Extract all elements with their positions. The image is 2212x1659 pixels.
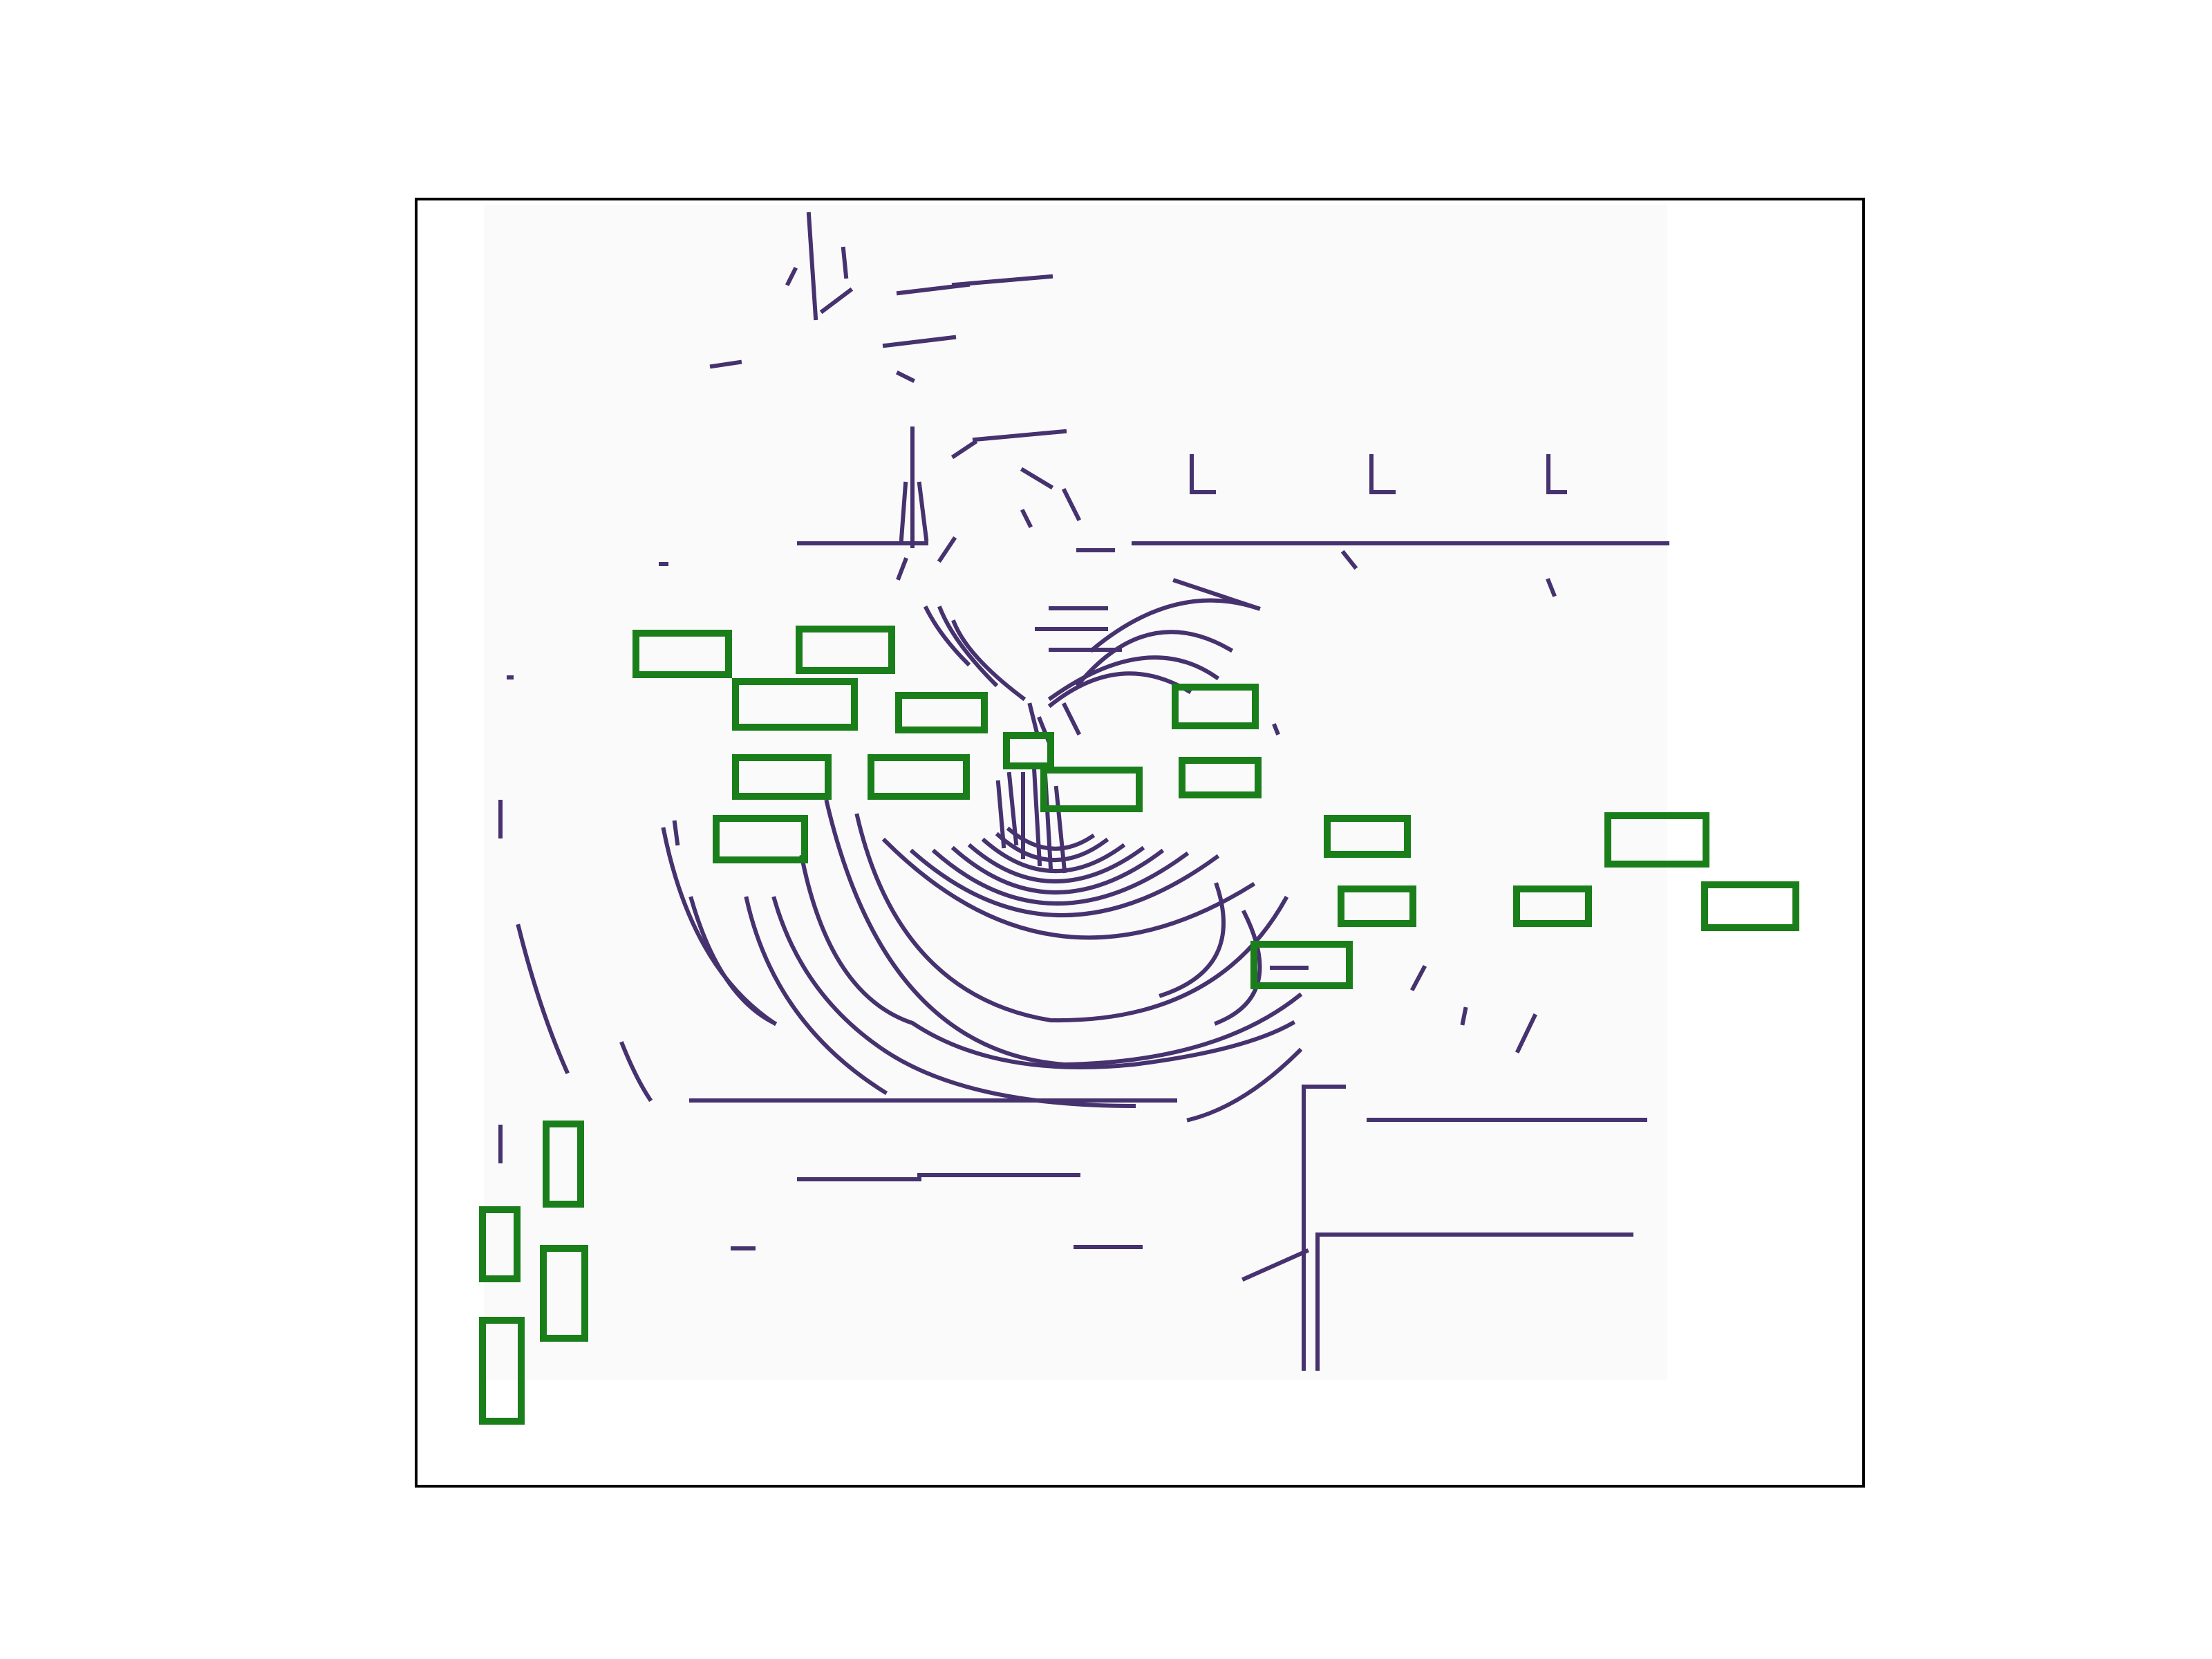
- detection-box: [1701, 881, 1799, 931]
- detection-box: [713, 815, 808, 863]
- detection-box: [1179, 757, 1262, 798]
- detection-box: [543, 1121, 584, 1208]
- detection-box: [1003, 732, 1054, 769]
- detection-boxes: [479, 626, 1799, 1425]
- detection-box: [1338, 885, 1416, 927]
- plot-frame: [415, 198, 1865, 1488]
- detection-box: [632, 630, 732, 678]
- detection-box: [1040, 767, 1143, 812]
- detection-box: [1513, 885, 1592, 927]
- detection-box: [1324, 815, 1411, 858]
- detection-box: [732, 678, 858, 731]
- detection-box: [1250, 941, 1353, 989]
- lidar-point-cloud: [498, 212, 1669, 1371]
- detection-box: [868, 754, 970, 800]
- detection-box: [895, 692, 988, 733]
- detection-box: [1172, 684, 1259, 729]
- detection-box: [1604, 812, 1709, 868]
- detection-box: [479, 1206, 521, 1282]
- detection-box: [540, 1245, 588, 1342]
- detection-box: [479, 1317, 525, 1425]
- scan-area: [484, 205, 1667, 1380]
- detection-box: [796, 626, 895, 674]
- detection-box: [732, 754, 832, 800]
